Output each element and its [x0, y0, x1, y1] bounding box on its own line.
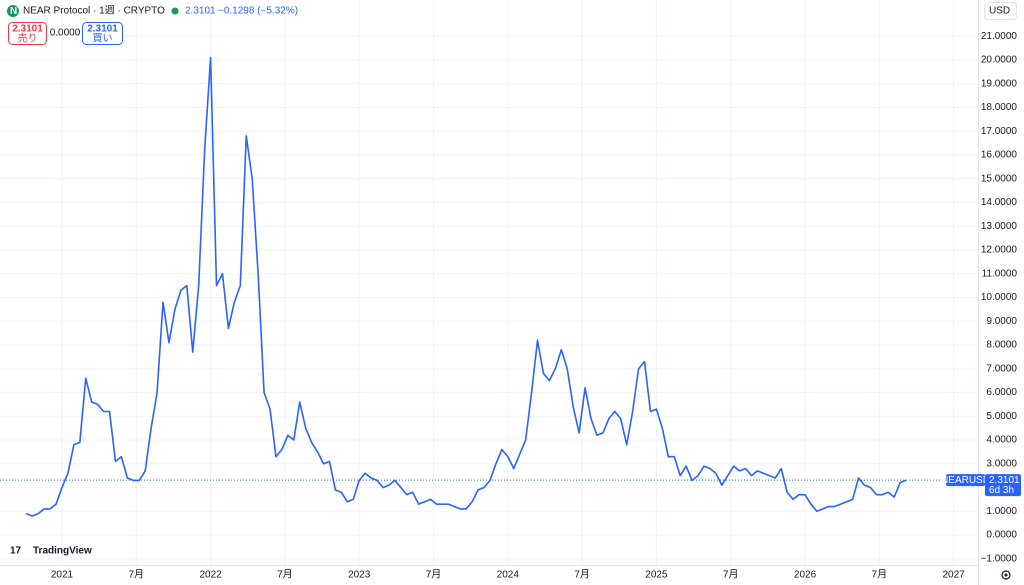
y-tick-label: 5.0000	[986, 411, 1017, 422]
symbol-title[interactable]: NEAR Protocol · 1週 · CRYPTO	[23, 5, 165, 17]
price-tag-name-box	[946, 474, 985, 487]
x-tick-label: 2027	[943, 570, 966, 581]
brand[interactable]: TradingView	[33, 546, 92, 557]
y-tick-label: 0.0000	[986, 530, 1017, 541]
price-tag-box	[985, 474, 1021, 497]
buy-button[interactable]	[82, 22, 123, 45]
x-tick-label: 7月	[128, 569, 144, 581]
x-tick-label: 7月	[277, 569, 293, 581]
y-tick-label: 13.0000	[981, 221, 1018, 232]
price-tag-value: 2.3101	[989, 475, 1020, 486]
y-tick-label: 3.0000	[986, 458, 1017, 469]
spread: 0.0000	[50, 28, 81, 39]
y-tick-label: 18.0000	[981, 102, 1018, 113]
logo-mark: 17	[10, 546, 22, 557]
countdown: 6d 3h	[989, 485, 1014, 496]
y-tick-label: −1.0000	[981, 553, 1018, 564]
y-tick-label: 19.0000	[981, 78, 1018, 89]
y-tick-label: 4.0000	[986, 435, 1017, 446]
y-tick-label: 17.0000	[981, 126, 1018, 137]
y-tick-label: 14.0000	[981, 197, 1018, 208]
sell-label[interactable]: 売り	[18, 32, 38, 45]
symbol-icon-glyph: N	[10, 6, 17, 17]
y-tick-label: 8.0000	[986, 340, 1017, 351]
x-tick-label: 2023	[348, 570, 371, 581]
sell-price[interactable]: 2.3101	[12, 24, 43, 35]
currency[interactable]: USD	[989, 6, 1010, 17]
price-line	[26, 56, 907, 517]
market-status	[171, 7, 179, 15]
y-tick-label: 1.0000	[986, 506, 1017, 517]
y-tick-label: 9.0000	[986, 316, 1017, 327]
header-price: 2.3101	[185, 6, 216, 17]
y-tick-label: 10.0000	[981, 292, 1018, 303]
sell-button[interactable]	[8, 22, 47, 45]
x-tick-label: 2022	[199, 570, 222, 581]
x-tick-label: 7月	[723, 569, 739, 581]
y-tick-label: 11.0000	[982, 268, 1018, 279]
y-tick-label: 15.0000	[981, 173, 1018, 184]
y-tick-label: 7.0000	[986, 363, 1017, 374]
x-tick-label: 7月	[426, 569, 442, 581]
plot	[0, 56, 978, 517]
currency-button[interactable]	[984, 2, 1017, 20]
buy-price[interactable]: 2.3101	[87, 24, 118, 35]
price-tag-name: NEARUSD	[941, 475, 990, 486]
x-tick-label: 2025	[645, 570, 668, 581]
x-tick-label: 2026	[794, 570, 817, 581]
y-tick-label: 21.0000	[981, 31, 1018, 42]
y-tick-label: 16.0000	[981, 150, 1018, 161]
settings-icon-center	[1004, 573, 1008, 577]
axes: −1.00000.00001.00002.00003.00004.00005.0…	[51, 31, 1021, 581]
y-tick-label: 12.0000	[981, 245, 1018, 256]
x-tick-label: 7月	[872, 569, 888, 581]
symbol-icon	[7, 5, 19, 17]
settings-icon[interactable]	[1001, 570, 1011, 580]
x-tick-label: 7月	[574, 569, 590, 581]
x-tick-label: 2021	[51, 570, 74, 581]
grid	[0, 0, 978, 565]
x-tick-label: 2024	[497, 570, 520, 581]
y-tick-label: 6.0000	[986, 387, 1017, 398]
buy-label[interactable]: 買い	[93, 33, 113, 45]
y-tick-label: 20.0000	[981, 55, 1018, 66]
header-change: −0.1298 (−5.32%)	[218, 6, 298, 17]
